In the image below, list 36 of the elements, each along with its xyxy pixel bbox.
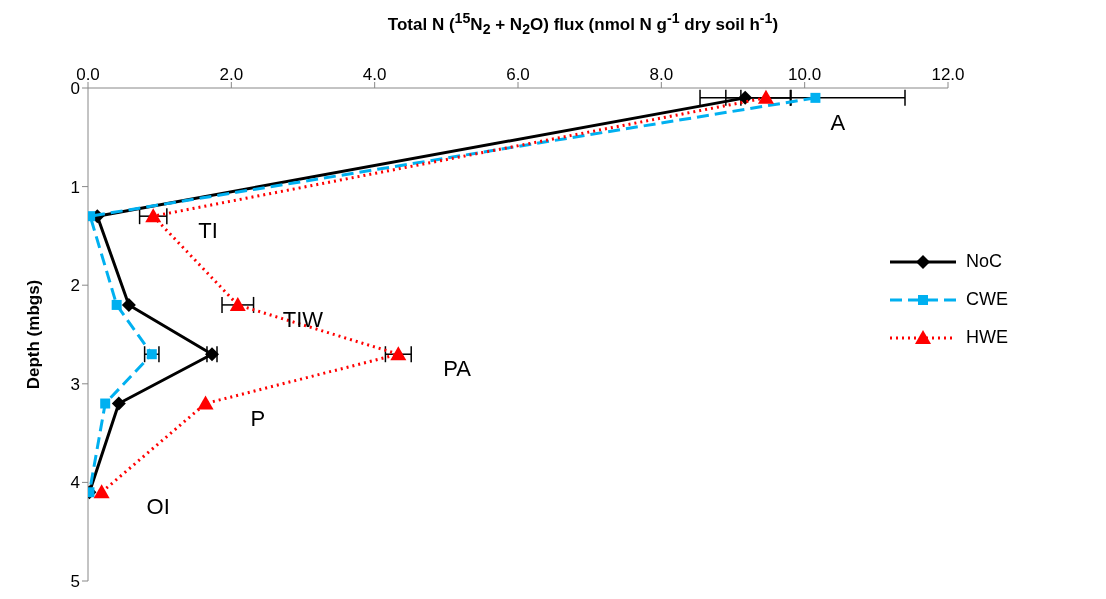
y-tick-label: 2 [70,276,80,296]
x-tick-label: 6.0 [506,65,530,84]
annotation: OI [146,494,170,520]
x-tick-label: 12.0 [931,65,965,84]
point [111,299,122,310]
annotation: TIW [282,306,324,332]
annotation: A [830,109,846,135]
point [93,484,110,499]
text: Total N ($^{15}$N$_{2}$ + N$_{2}$O) flux (nmol N g$^{-1}$ dry soil h$^{-1}$) [387,10,779,38]
y-tick-label: 3 [70,374,80,394]
point [390,346,407,361]
point [146,349,157,360]
annotation: TI [198,218,218,244]
x-tick-label: 2.0 [219,65,244,84]
x-tick-label: 10.0 [788,65,822,84]
point [738,90,753,105]
x-tick-label: 4.0 [362,65,387,84]
legend-label: CWE [966,289,1008,310]
point [197,395,214,410]
y-tick-label: 5 [70,572,80,592]
point [810,92,821,103]
annotation: P [250,405,266,431]
point [757,89,774,104]
y-tick-label: 0 [70,79,80,99]
y-axis-title: Depth (mbgs) [24,279,44,390]
point [229,296,246,311]
legend-label: HWE [966,327,1008,348]
y-tick-label: 1 [70,177,80,197]
legend-label: NoC [966,251,1003,272]
point [145,208,162,223]
annotation: PA [443,356,472,382]
y-tick-label: 4 [70,473,80,493]
point [100,398,111,409]
point [121,297,136,312]
x-tick-label: 8.0 [649,65,674,84]
point [111,396,126,411]
